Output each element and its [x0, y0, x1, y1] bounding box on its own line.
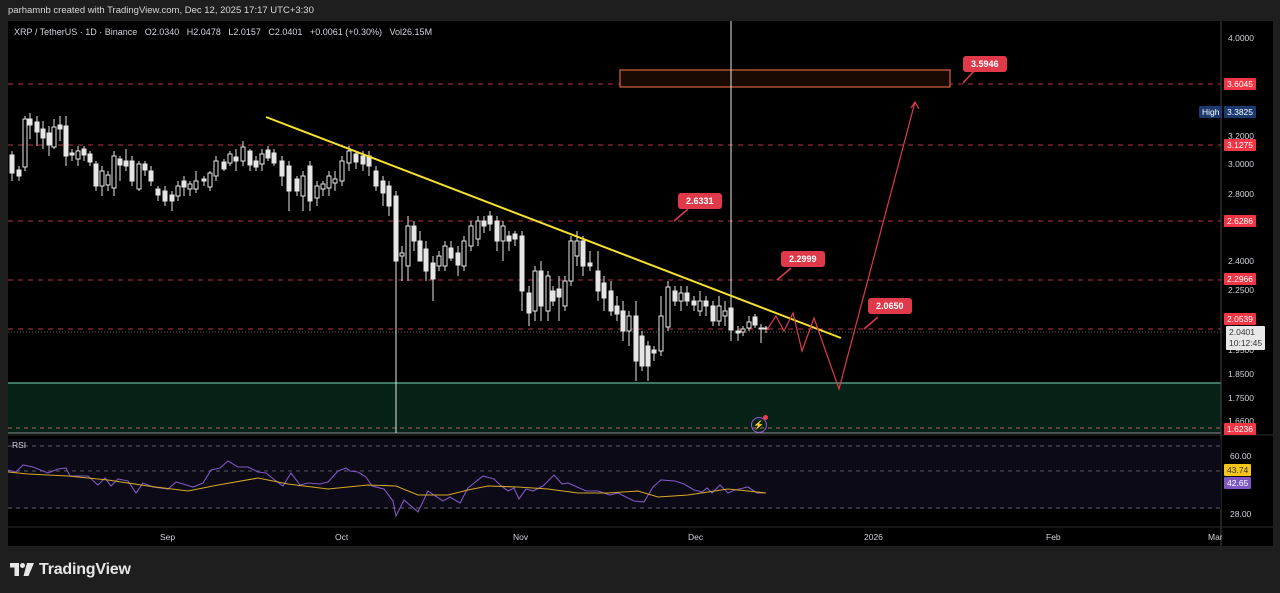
support-zone	[8, 383, 1221, 433]
symbol-name[interactable]: XRP / TetherUS · 1D · Binance	[14, 27, 138, 37]
chart-credit: parhamnb created with TradingView.com, D…	[8, 5, 314, 16]
trendline[interactable]	[265, 116, 842, 339]
projection-path[interactable]	[765, 101, 916, 392]
volume: Vol26.15M	[389, 27, 433, 37]
bar-countdown: 10:12:45	[1229, 338, 1263, 348]
price-tick: 2.8000	[1228, 189, 1254, 199]
rsi-pane	[8, 439, 1221, 509]
time-label: Dec	[688, 532, 704, 542]
price-tick: 1.7500	[1228, 393, 1254, 403]
high-value: 3.3825	[1224, 106, 1256, 118]
price-tick: 2.2500	[1228, 285, 1254, 295]
rsi-tick: 60.00	[1230, 451, 1252, 461]
time-label: Feb	[1046, 532, 1061, 542]
symbol-legend: XRP / TetherUS · 1D · Binance O2.0340 H2…	[14, 27, 437, 37]
price-tick: 1.8500	[1228, 369, 1254, 379]
time-label: 2026	[864, 532, 883, 542]
level-tag: 2.2966	[1224, 273, 1256, 285]
time-label: Nov	[513, 532, 529, 542]
tradingview-logo-icon	[10, 563, 34, 576]
ohlc-low: L2.0157	[228, 27, 261, 37]
ohlc-close: C2.0401	[268, 27, 303, 37]
time-label: Sep	[160, 532, 176, 542]
rsi-label[interactable]: RSI	[12, 440, 27, 450]
price-tick: 4.0000	[1228, 33, 1254, 43]
level-tag: 2.0539	[1224, 313, 1256, 325]
price-change: +0.0061 (+0.30%)	[309, 27, 383, 37]
current-price: 2.0401	[1229, 327, 1255, 337]
price-tick: 1.6600	[1228, 416, 1254, 426]
price-tick: 1.9500	[1228, 345, 1254, 355]
price-tick: 2.4000	[1228, 256, 1254, 266]
price-tick: 3.2000	[1228, 131, 1254, 141]
time-label: Oct	[335, 532, 349, 542]
callout-level[interactable]: 2.2999	[781, 251, 825, 267]
callout-level[interactable]: 2.0650	[868, 298, 912, 314]
level-lines	[8, 83, 1221, 330]
price-chart[interactable]	[8, 21, 1273, 546]
rsi-ma-value: 43.74	[1224, 464, 1252, 476]
rsi-line	[8, 460, 766, 518]
callout-level[interactable]: 2.6331	[678, 193, 722, 209]
brand-name: TradingView	[39, 561, 131, 578]
price-tick: 3.0000	[1228, 159, 1254, 169]
target-box[interactable]	[619, 69, 951, 88]
high-label: High	[1199, 106, 1223, 118]
rsi-ma-line	[8, 471, 767, 498]
time-label: Mar	[1208, 532, 1223, 542]
ohlc-open: O2.0340	[144, 27, 180, 37]
rsi-value: 42.65	[1224, 477, 1252, 489]
level-tag: 1.6236	[1224, 423, 1256, 435]
level-tag: 2.6286	[1224, 215, 1256, 227]
rsi-tick: 28.00	[1230, 509, 1252, 519]
current-price-label: 2.0401 10:12:45	[1226, 326, 1266, 350]
ohlc-high: H2.0478	[186, 27, 221, 37]
level-tag: 3.6045	[1224, 78, 1256, 90]
candles	[9, 21, 769, 433]
callout-target[interactable]: 3.5946	[963, 56, 1007, 72]
level-tag: 3.1275	[1224, 139, 1256, 151]
tradingview-logo: TradingView	[10, 561, 131, 579]
notification-dot	[763, 415, 768, 420]
lightning-icon[interactable]: ⚡	[751, 417, 767, 433]
